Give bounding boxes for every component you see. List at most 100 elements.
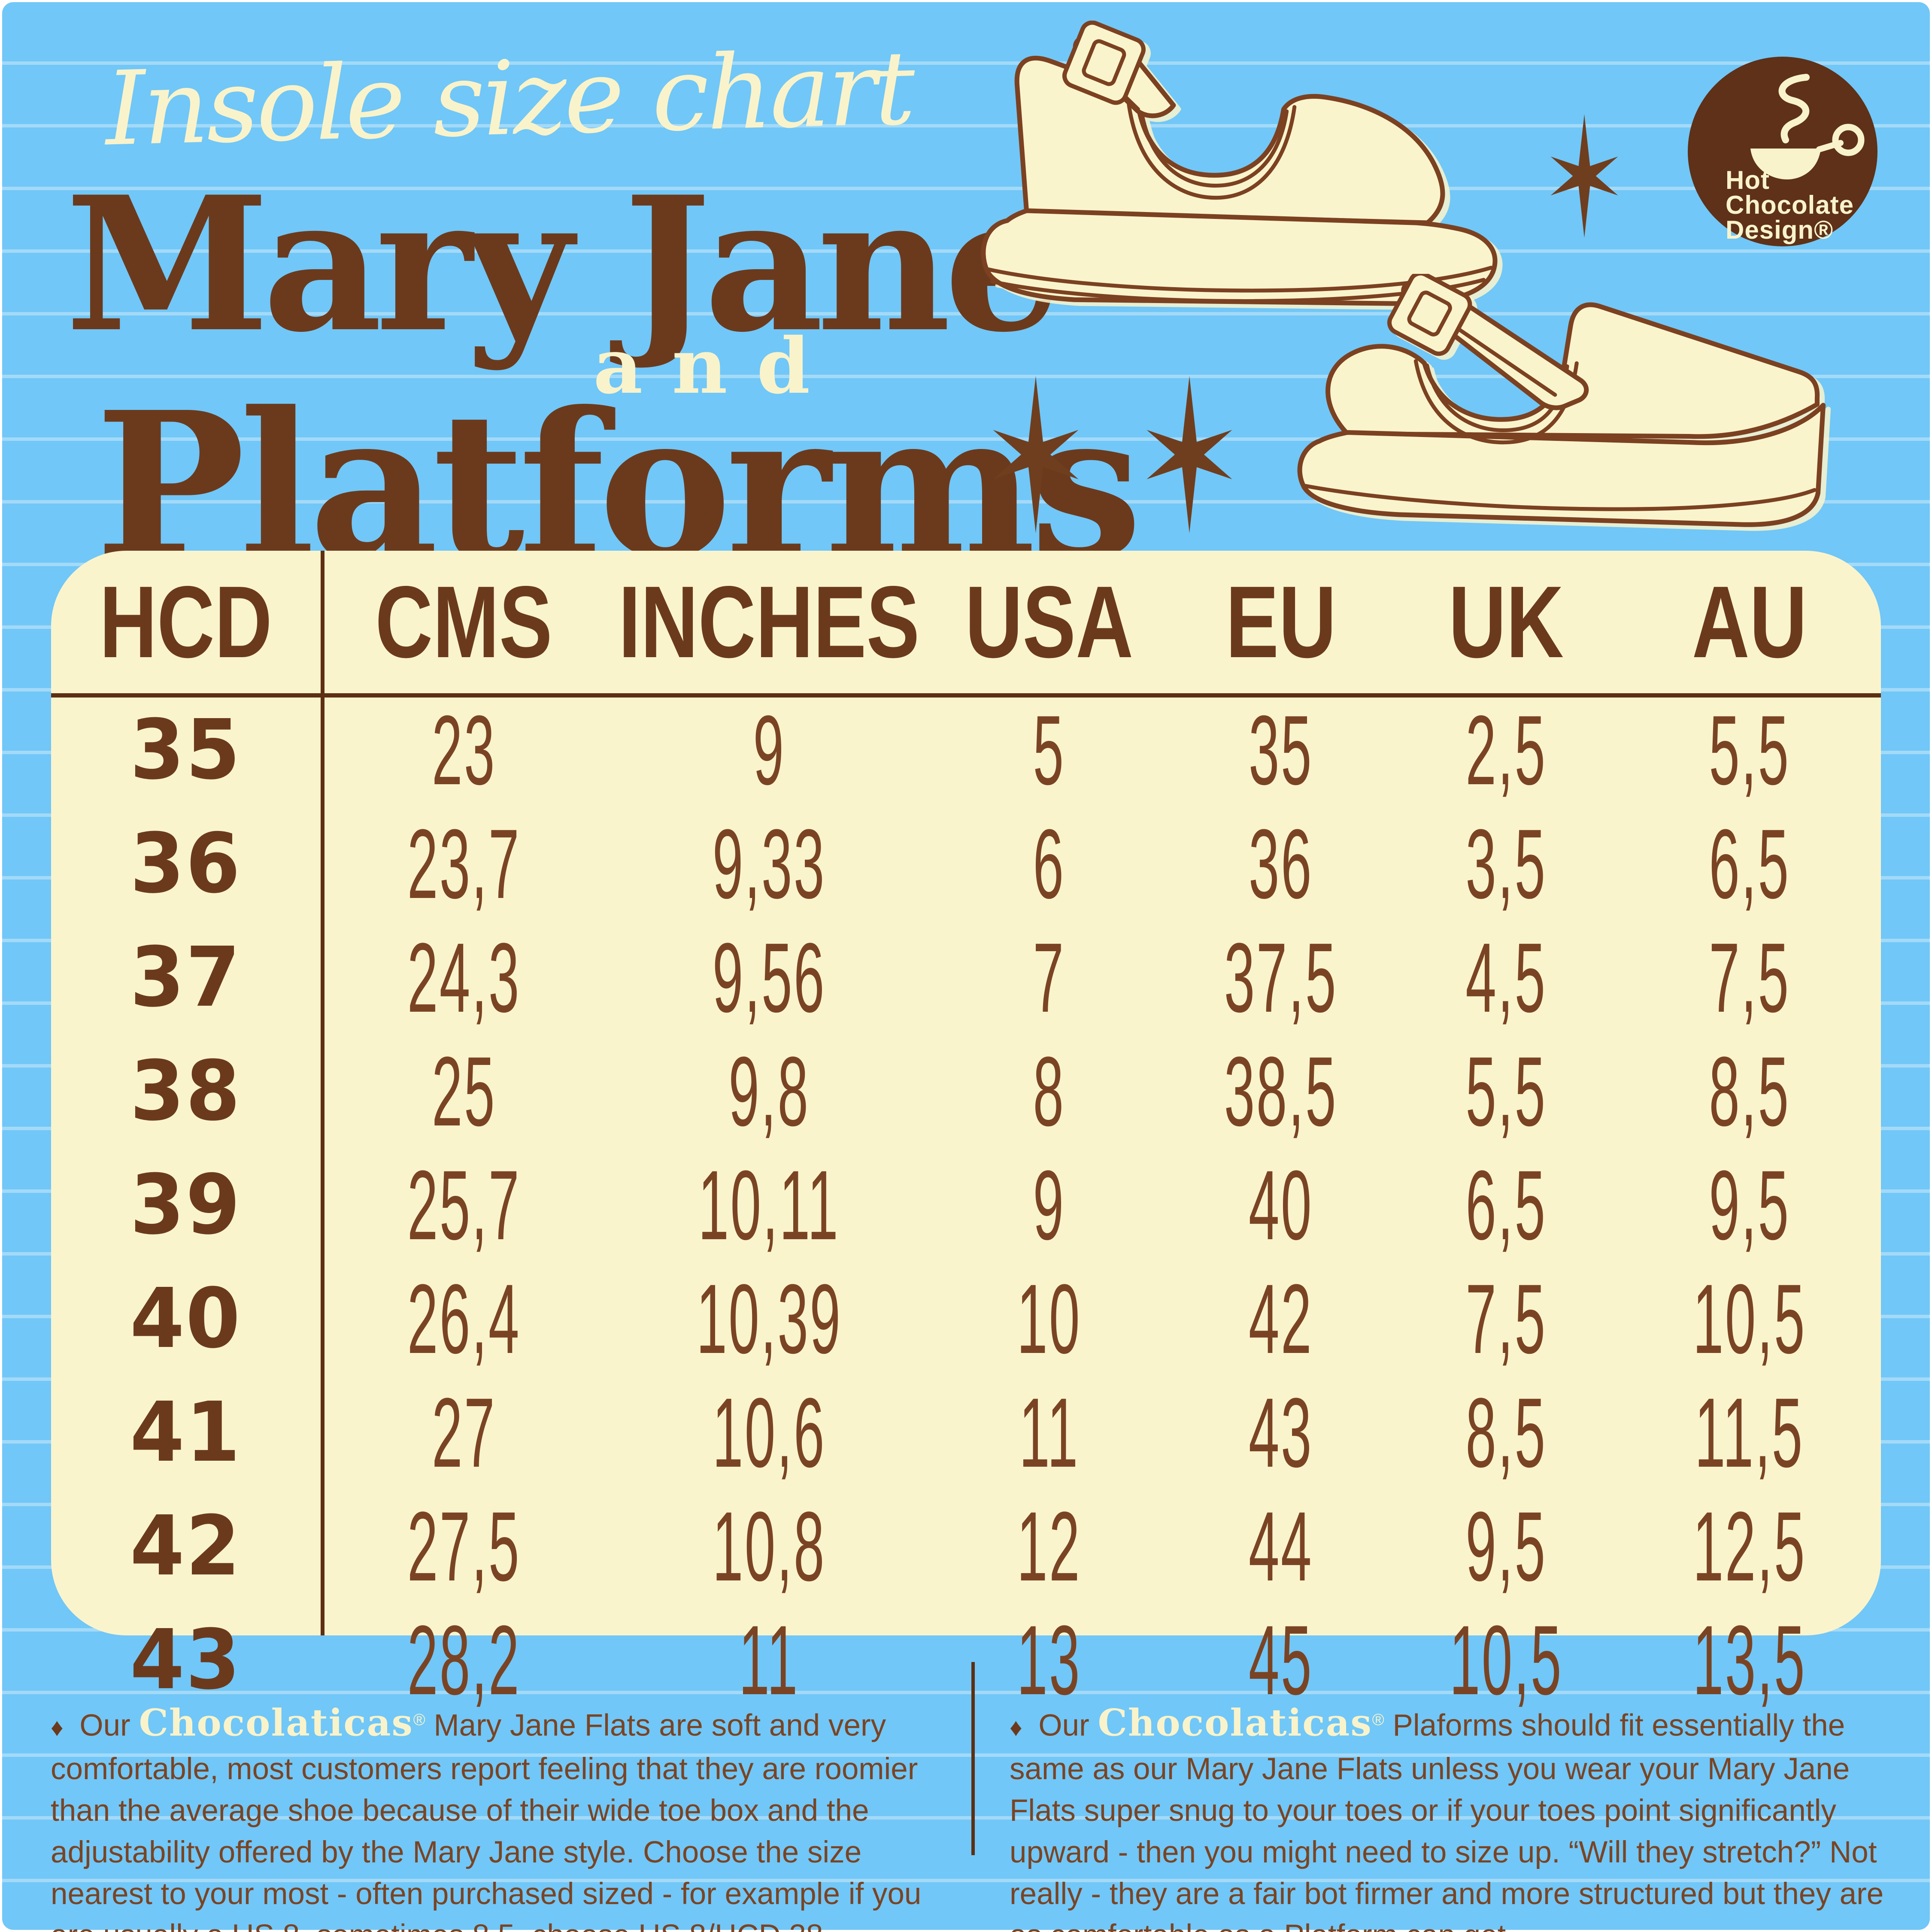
table-cell: 5,5 [1708, 695, 1790, 805]
table-cell: 37,5 [1224, 922, 1338, 1033]
table-cell: 8,5 [1465, 1377, 1547, 1488]
table-cell: 12 [1017, 1491, 1081, 1601]
footnote-text: Plaforms should fit essentially the same… [1010, 1708, 1884, 1932]
table-cell: 23,7 [407, 809, 521, 919]
table-cell: 9 [1033, 1150, 1065, 1260]
table-cell: 39 [130, 1157, 242, 1253]
table-cell: 10,6 [712, 1377, 826, 1488]
table-cell: 35 [1249, 695, 1313, 805]
title-conjunction: and [593, 321, 840, 411]
table-cell: 36 [130, 816, 242, 912]
platform-shoe-illustration [981, 21, 1498, 306]
table-cell: 11 [1019, 1377, 1080, 1488]
table-cell: 27,5 [407, 1491, 521, 1601]
table-cell: 8 [1033, 1036, 1065, 1146]
table-cell: 9,5 [1708, 1150, 1790, 1260]
table-cell: 37 [130, 930, 242, 1025]
footnote-text: Mary Jane Flats are soft and very comfor… [51, 1708, 922, 1932]
mary-jane-shoe-illustration [1297, 274, 1826, 527]
main-title-line1: Mary Jane [65, 156, 1062, 373]
table-cell: 38 [130, 1043, 242, 1139]
table-cell: 5 [1033, 695, 1065, 805]
table-cell: 45 [1249, 1605, 1313, 1715]
table-cell: 10,39 [696, 1264, 842, 1374]
table-cell: 13,5 [1692, 1605, 1806, 1715]
sparkle-star-icon [1146, 376, 1232, 533]
table-cell: 43 [130, 1612, 242, 1708]
footnote-lead: Our [1038, 1708, 1089, 1743]
table-cell: 7 [1033, 922, 1065, 1033]
table-cell: 4,5 [1465, 922, 1547, 1033]
footnote-divider [971, 1662, 975, 1855]
table-cell: 11 [739, 1605, 799, 1715]
table-cell: 41 [130, 1385, 242, 1480]
table-cell: 10,5 [1692, 1264, 1806, 1374]
diamond-bullet-icon: ♦ [1010, 1713, 1022, 1741]
table-cell: 10 [1017, 1264, 1081, 1374]
table-cell: 26,4 [407, 1264, 521, 1374]
table-cell: 13 [1017, 1605, 1081, 1715]
buckle-icon [1062, 21, 1146, 105]
hot-chocolate-cup-icon [1750, 74, 1865, 179]
table-cell: 7,5 [1465, 1264, 1547, 1374]
table-cell: 12,5 [1692, 1491, 1806, 1601]
table-cell: 10,8 [712, 1491, 826, 1601]
table-cell: 43 [1249, 1377, 1313, 1488]
table-cell: 9,5 [1465, 1491, 1547, 1601]
table-cell: 25,7 [407, 1150, 521, 1260]
table-cell: 36 [1249, 809, 1313, 919]
sparkle-star-icon [993, 376, 1079, 533]
buckle-icon [1387, 274, 1472, 356]
table-cell: 2,5 [1465, 695, 1547, 805]
column-header-cms: CMS [375, 565, 552, 679]
sparkle-star-icon [1550, 114, 1618, 238]
table-cell: 23 [431, 695, 496, 805]
column-divider [321, 551, 325, 1635]
table-cell: 42 [1249, 1264, 1313, 1374]
table-cell: 40 [1249, 1150, 1313, 1260]
footnote-left: ♦ Our Chocolaticas® Mary Jane Flats are … [51, 1699, 943, 1932]
table-cell: 35 [130, 702, 242, 798]
logo-line1: Hot [1726, 166, 1770, 194]
table-cell: 9,8 [728, 1036, 810, 1146]
table-cell: 42 [130, 1498, 242, 1594]
column-header-au: AU [1692, 565, 1807, 679]
table-cell: 6 [1033, 809, 1065, 919]
table-cell: 24,3 [407, 922, 521, 1033]
table-cell: 10,11 [698, 1150, 840, 1260]
footnote-right: ♦ Our Chocolaticas® Plaforms should fit … [1010, 1699, 1911, 1932]
table-cell: 3,5 [1465, 809, 1547, 919]
size-chart-panel: HCD CMS INCHES USA EU UK AU 35 23 9 5 35… [51, 551, 1881, 1716]
header-underline [51, 693, 1881, 698]
table-cell: 10,5 [1449, 1605, 1563, 1715]
table-cell: 27 [431, 1377, 496, 1488]
footnote-lead: Our [79, 1708, 130, 1743]
registered-mark: ® [413, 1711, 425, 1729]
table-cell: 38,5 [1224, 1036, 1338, 1146]
column-header-uk: UK [1448, 565, 1564, 679]
column-header-usa: USA [965, 565, 1133, 679]
logo-line2: Chocolate [1726, 191, 1854, 219]
table-cell: 9,56 [712, 922, 826, 1033]
brand-name: Chocolaticas [139, 1701, 413, 1745]
table-cell: 25 [431, 1036, 496, 1146]
size-chart-grid: HCD CMS INCHES USA EU UK AU 35 23 9 5 35… [51, 551, 1881, 1716]
registered-mark: ® [1372, 1711, 1384, 1729]
script-subtitle: Insole size chart [103, 29, 914, 169]
table-cell: 6,5 [1465, 1150, 1547, 1260]
table-cell: 28,2 [407, 1605, 521, 1715]
table-cell: 6,5 [1708, 809, 1790, 919]
diamond-bullet-icon: ♦ [51, 1713, 64, 1741]
brand-logo: Hot Chocolate Design® [1688, 57, 1877, 246]
table-cell: 8,5 [1708, 1036, 1790, 1146]
table-cell: 9,33 [712, 809, 826, 919]
table-cell: 11,5 [1695, 1377, 1804, 1488]
column-header-eu: EU [1225, 565, 1336, 679]
brand-name: Chocolaticas [1098, 1701, 1372, 1745]
column-header-inches: INCHES [618, 565, 920, 679]
table-cell: 40 [130, 1271, 242, 1367]
table-cell: 9 [752, 695, 785, 805]
logo-line3: Design® [1726, 215, 1833, 244]
table-cell: 5,5 [1465, 1036, 1547, 1146]
